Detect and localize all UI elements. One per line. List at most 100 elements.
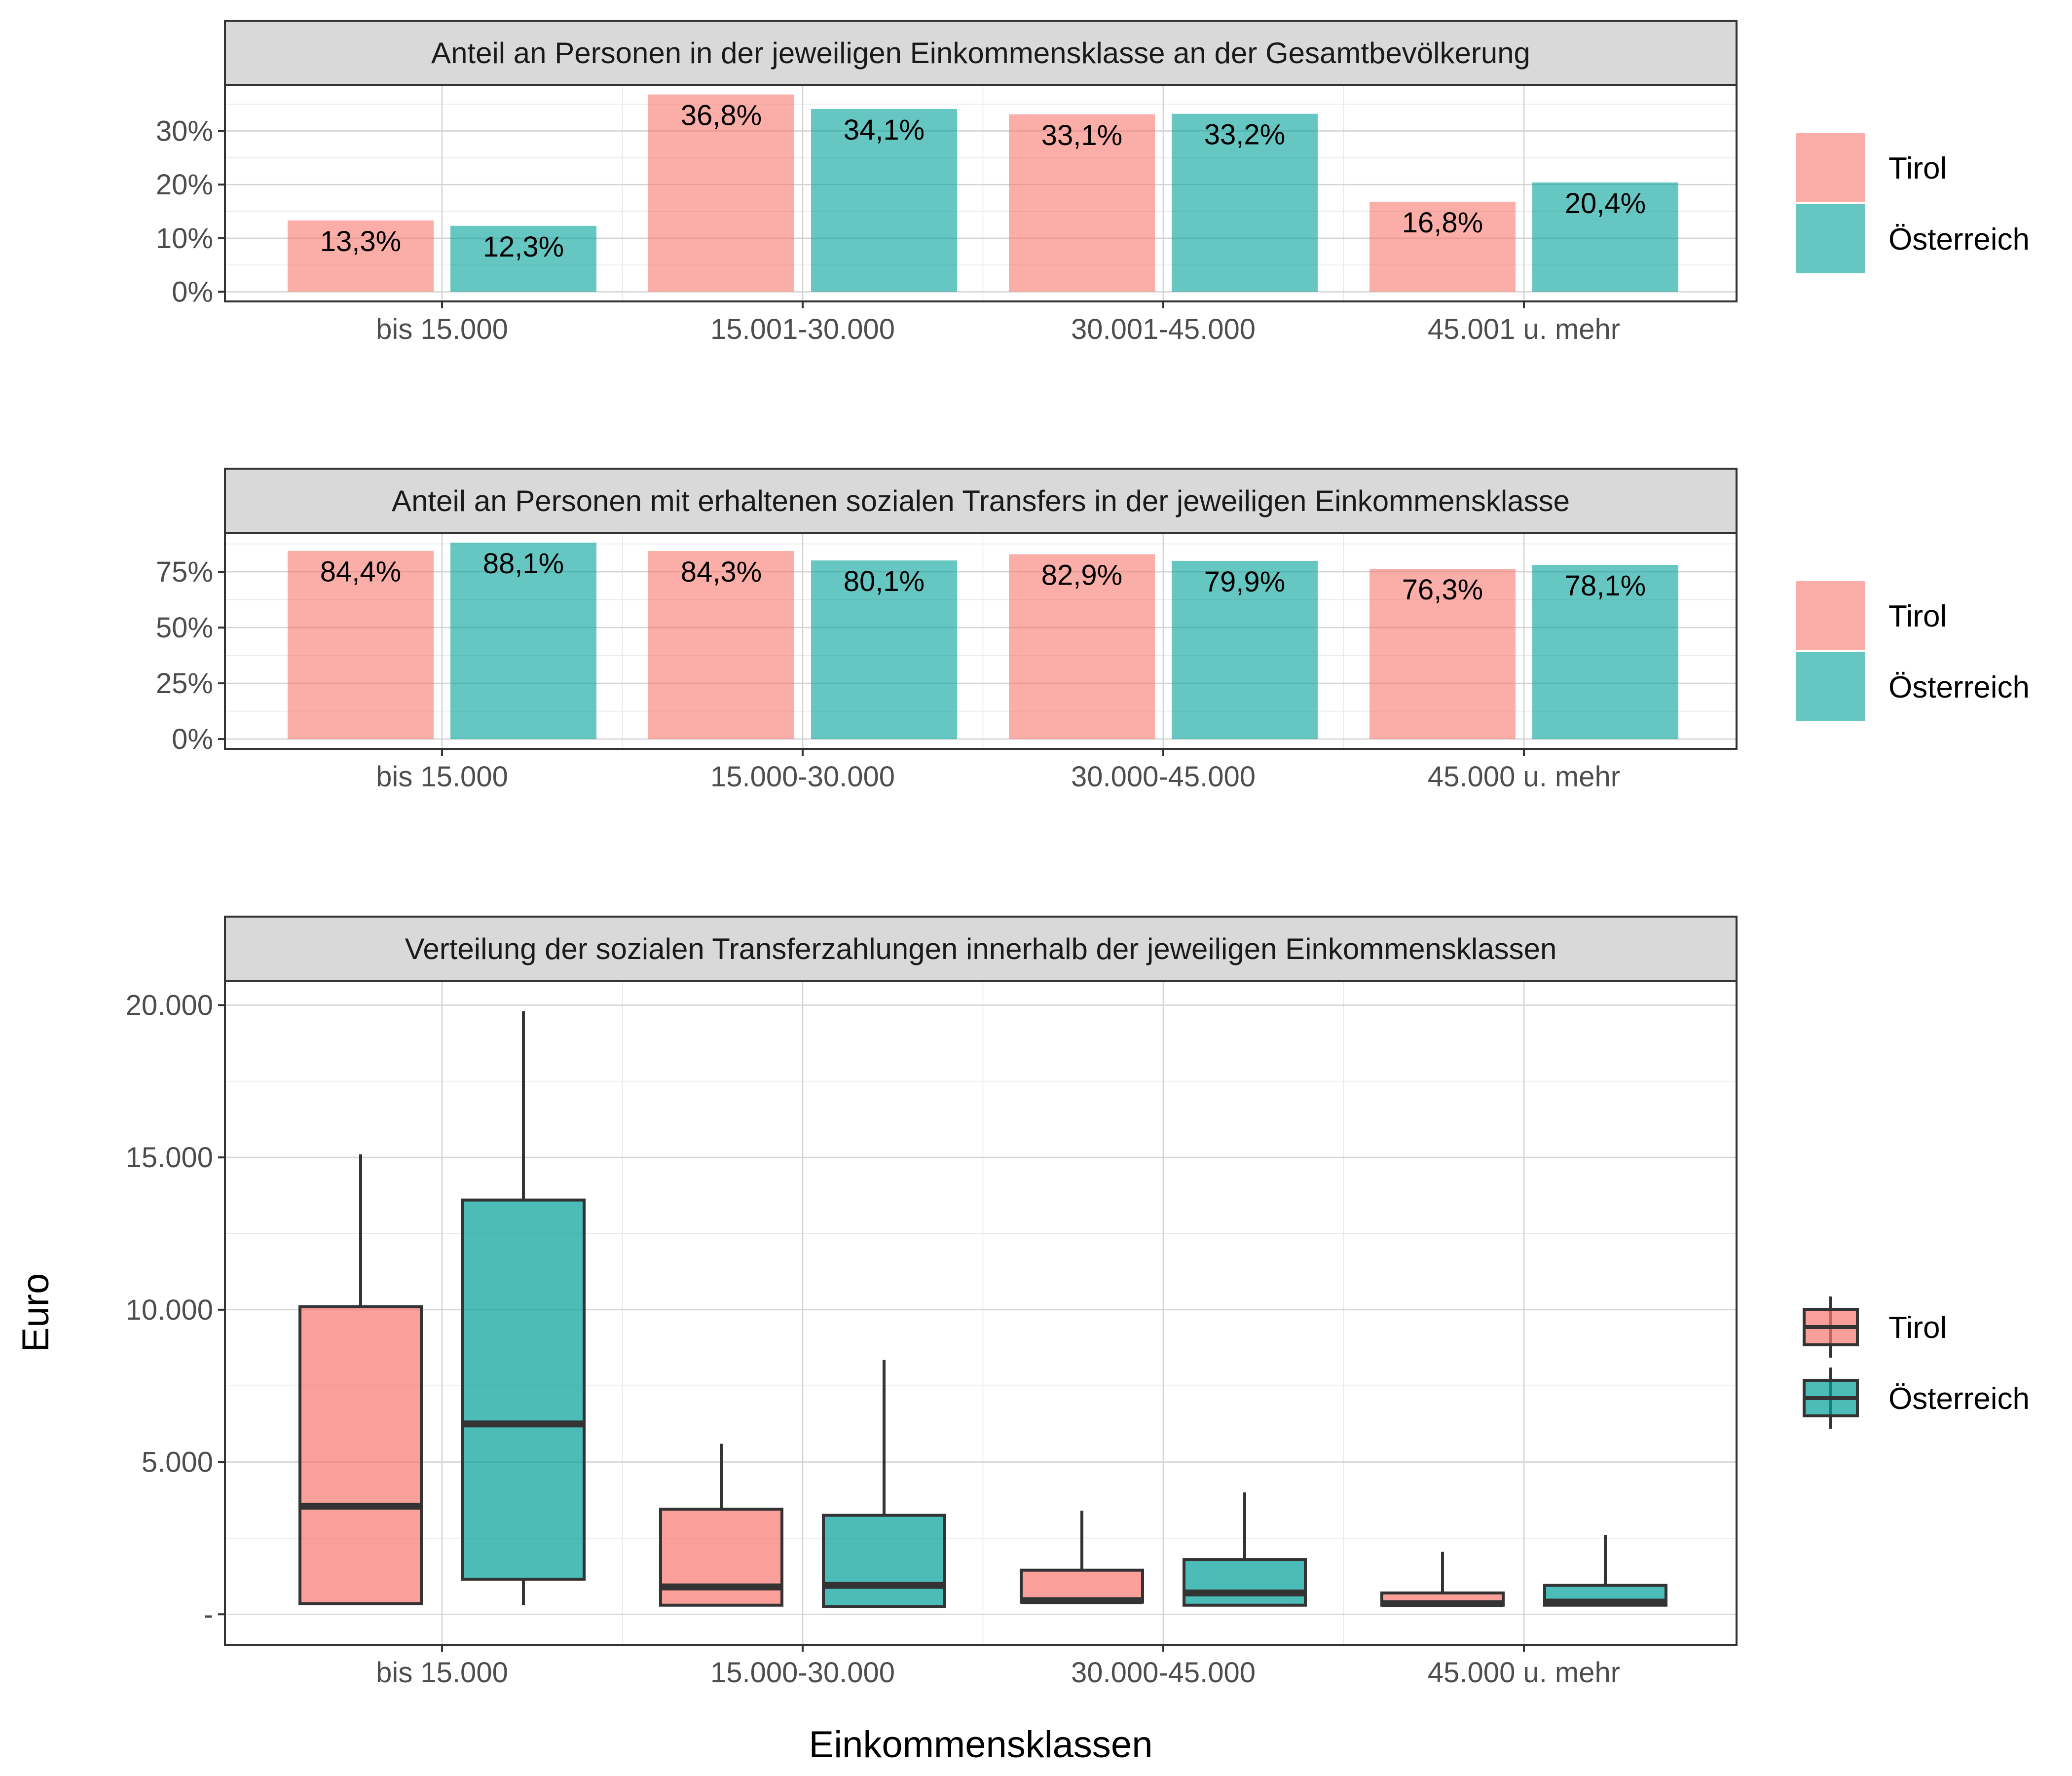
y-tick-label: 10% [156,222,213,255]
panel2-ticks [218,571,1525,756]
y-tick-label: 20.000 [126,989,213,1021]
panel3-plot-area [225,981,1737,1645]
legend-label: Österreich [1888,670,2030,704]
panel-transfer-distribution: Verteilung der sozialen Transferzahlunge… [126,916,1738,1689]
panel3-ticks [218,1004,1525,1652]
boxplot-tirol [659,1443,783,1607]
bar-oesterreich [450,542,596,740]
x-tick-label: bis 15.000 [376,761,508,793]
panel2-border [224,532,1738,750]
panel1-bars: 13,3% 36,8% 33,1% 16,8% 12,3% 34,1% 33,2% 20,4% [288,94,1678,292]
bar-value-label: 80,1% [844,565,925,597]
legend-key-oesterreich [1796,652,1865,721]
bar-tirol [288,551,434,740]
panel3-border [224,980,1738,1646]
bar-value-label: 82,9% [1041,559,1122,591]
box [298,1305,423,1605]
bar-oesterreich [1172,560,1318,740]
panel2-title: Anteil an Personen mit erhaltenen sozial… [392,484,1570,518]
panel2-x-tick-labels: bis 15.000 15.000-30.000 30.000-45.000 45.0… [376,761,1620,793]
legend-label: Tirol [1888,599,1947,633]
panel3-boxplots [298,1011,1667,1608]
bar-oesterreich [1172,113,1318,292]
legend-key-tirol [1796,581,1865,650]
bar-value-label: 84,3% [681,556,762,588]
bar-tirol [1369,201,1516,292]
bar-oesterreich [1532,565,1678,740]
bar-oesterreich [811,109,957,292]
legend-key-oesterreich [1796,204,1865,273]
panel1-gridlines [225,85,1737,301]
x-tick-label: 15.000-30.000 [710,1657,895,1689]
bar-value-label: 76,3% [1402,574,1483,606]
bar-value-label: 13,3% [320,225,401,258]
panel2-y-tick-labels: 0% 25% 50% 75% [156,556,213,755]
legend-panel1: Tirol Österreich [1796,133,2030,273]
bar-value-label: 12,3% [483,231,564,263]
box [1020,1568,1144,1604]
x-tick-label: 45.001 u. mehr [1428,313,1620,345]
bar-value-label: 34,1% [844,114,925,146]
y-tick-label: 5.000 [142,1446,213,1479]
box [659,1508,783,1607]
legend-key-tirol [1803,1296,1859,1358]
x-tick-label: bis 15.000 [376,1657,508,1689]
x-tick-label: 30.000-45.000 [1071,1657,1256,1689]
bar-value-label: 84,4% [320,556,401,588]
bar-value-label: 36,8% [681,100,762,132]
boxplot-tirol [298,1154,423,1605]
panel-transfer-share: Anteil an Personen mit erhaltenen sozial… [156,468,1738,793]
bar-tirol [1009,554,1155,740]
bar-oesterreich [811,560,957,740]
panel3-y-tick-labels: - 5.000 10.000 15.000 20.000 [126,989,213,1630]
boxplot-oesterreich [461,1011,586,1605]
panel2-title-strip [224,468,1738,534]
y-tick-label: 15.000 [126,1142,213,1174]
box [1183,1558,1307,1607]
legend-label: Österreich [1888,222,2030,257]
panel3-title-strip [224,916,1738,982]
panel1-border [224,84,1738,302]
boxplot-oesterreich [1183,1492,1307,1607]
bar-tirol [1369,569,1516,740]
x-tick-label: 45.000 u. mehr [1428,1657,1620,1689]
x-tick-label: 30.001-45.000 [1071,313,1256,345]
y-tick-label: 20% [156,169,213,201]
legend-label: Österreich [1888,1382,2030,1416]
panel1-ticks [218,130,1525,308]
x-tick-label: 15.000-30.000 [710,761,895,793]
legend-panel3: Tirol Österreich [1803,1296,2030,1429]
panel1-title-strip [224,20,1738,86]
x-tick-label: 45.000 u. mehr [1428,761,1620,793]
bar-tirol [648,551,794,740]
x-axis-title: Einkommensklassen [809,1724,1153,1766]
y-tick-label: 0% [172,723,213,755]
bar-value-label: 33,1% [1041,119,1122,151]
bar-tirol [288,220,434,292]
y-tick-label: 50% [156,612,213,644]
panel1-title: Anteil an Personen in der jeweiligen Ein… [431,37,1530,70]
legend-label: Tirol [1888,1311,1947,1345]
panel3-x-tick-labels: bis 15.000 15.000-30.000 30.000-45.000 45.0… [376,1657,1620,1689]
legend-label: Tirol [1888,151,1947,185]
bar-value-label: 79,9% [1204,566,1285,598]
x-tick-label: bis 15.000 [376,313,508,345]
y-tick-label: - [204,1598,213,1630]
legend-key-tirol [1796,133,1865,202]
y-tick-label: 25% [156,667,213,700]
bar-oesterreich [1532,182,1678,292]
panel1-y-tick-labels: 0% 10% 20% 30% [156,115,213,308]
bar-value-label: 33,2% [1204,119,1285,151]
y-tick-label: 0% [172,276,213,308]
bar-value-label: 78,1% [1565,570,1646,602]
panel-population-share: Anteil an Personen in der jeweiligen Ein… [156,20,1738,345]
bar-value-label: 88,1% [483,548,564,580]
bar-oesterreich [450,225,596,292]
bar-value-label: 20,4% [1565,187,1646,220]
bar-tirol [1009,114,1155,292]
y-tick-label: 75% [156,556,213,588]
legend-panel2: Tirol Österreich [1796,581,2030,721]
x-tick-label: 15.001-30.000 [710,313,895,345]
legend-key-oesterreich [1803,1368,1859,1429]
